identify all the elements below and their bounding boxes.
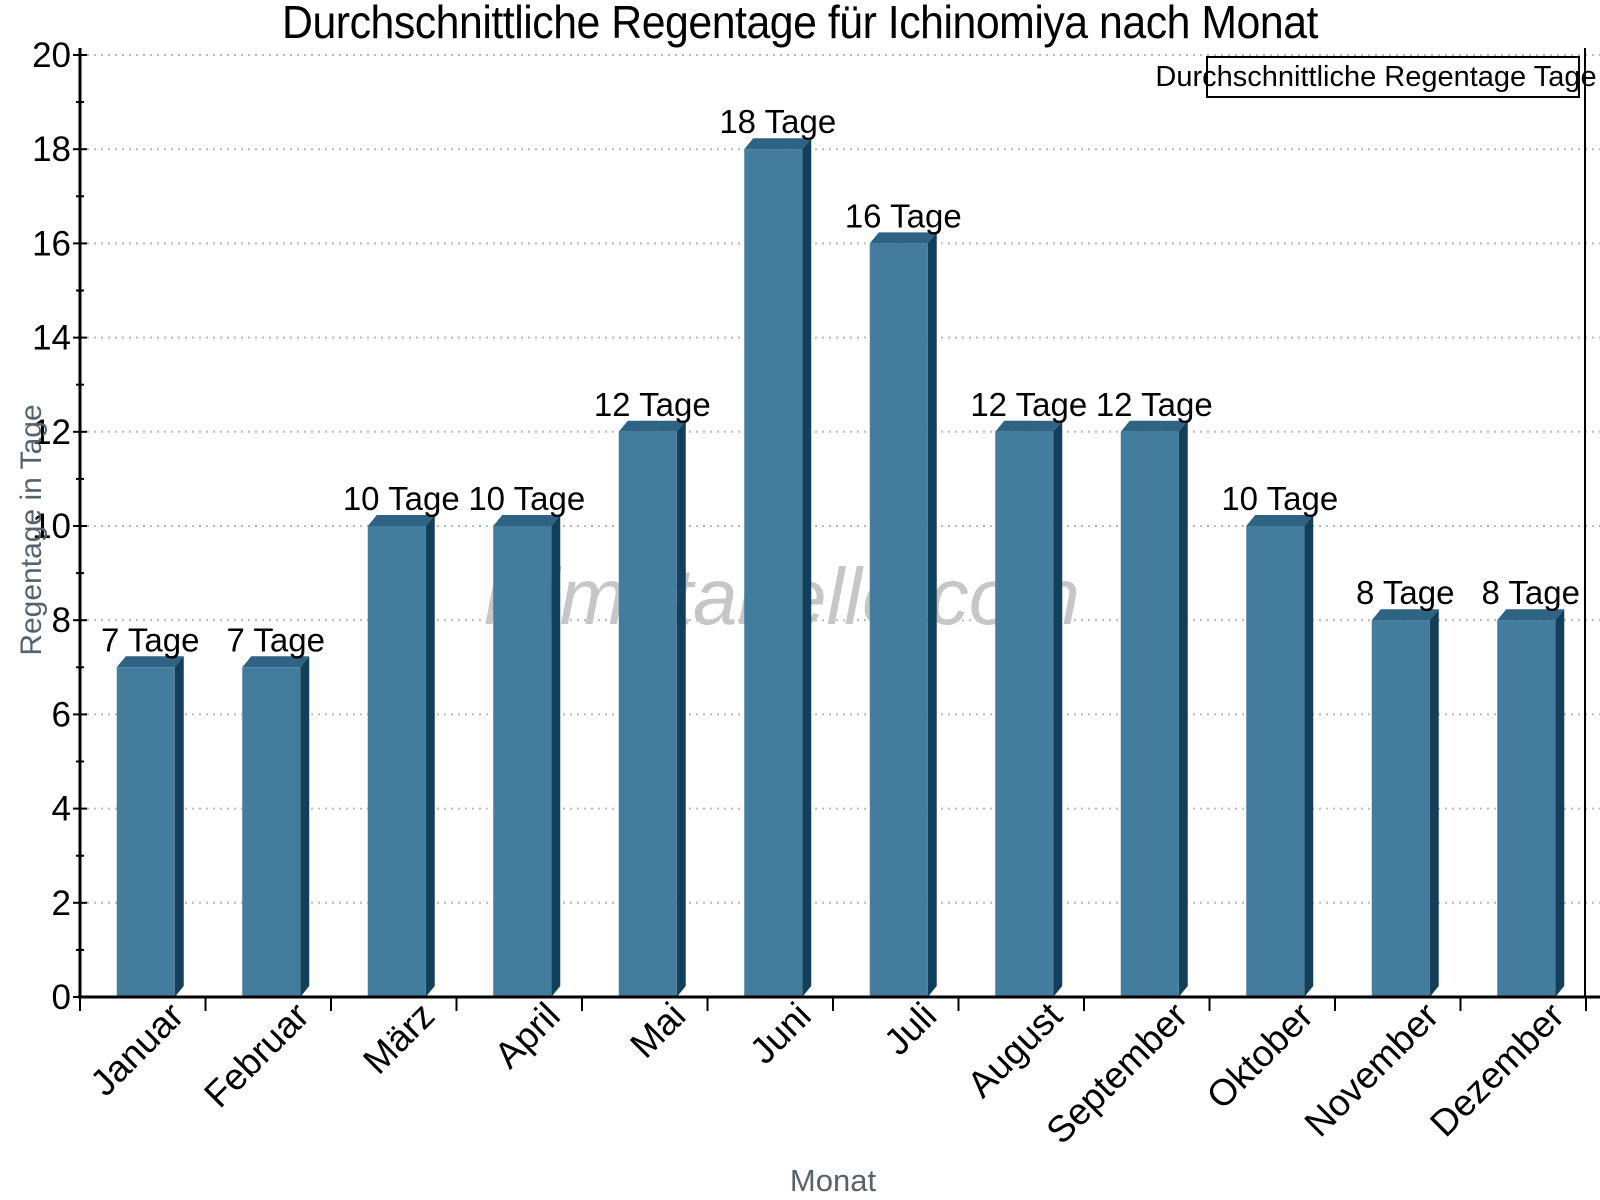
bar-value-label-Dezember: 8 Tage — [1482, 574, 1580, 611]
bar-value-label-Juni: 18 Tage — [719, 103, 836, 140]
bar-value-label-März: 10 Tage — [343, 480, 460, 517]
bar-side-face-November — [1429, 609, 1439, 997]
bar-August — [995, 431, 1054, 997]
x-tick-label-Februar: Februar — [196, 995, 317, 1116]
y-tick-label: 20 — [32, 36, 71, 75]
bar-side-face-Dezember — [1555, 609, 1565, 997]
bar-value-label-November: 8 Tage — [1356, 574, 1454, 611]
bar-top-face-Juli — [869, 232, 937, 244]
y-axis-title: Regentage in Tage — [15, 404, 48, 656]
bar-side-face-Juni — [802, 138, 812, 997]
bar-value-label-August: 12 Tage — [970, 386, 1087, 423]
bar-side-face-Oktober — [1304, 515, 1314, 997]
bar-top-face-Februar — [242, 656, 310, 668]
legend-label: Durchschnittliche Regentage Tage — [1155, 60, 1597, 93]
bar-top-face-September — [1120, 420, 1188, 432]
x-tick-label-Mai: Mai — [622, 995, 693, 1066]
bar-top-face-Januar — [116, 656, 184, 668]
bar-Juli — [869, 243, 928, 997]
bar-value-label-September: 12 Tage — [1096, 386, 1213, 423]
x-tick-label-Januar: Januar — [82, 995, 191, 1104]
y-tick-label: 10 — [32, 507, 71, 546]
y-tick-label: 12 — [32, 413, 71, 452]
bar-side-face-April — [551, 515, 561, 997]
bar-Januar — [116, 667, 175, 997]
x-tick-label-März: März — [355, 995, 442, 1082]
y-tick-label: 0 — [52, 978, 71, 1017]
bar-top-face-Dezember — [1497, 609, 1565, 621]
y-tick-label: 18 — [32, 130, 71, 169]
bar-Dezember — [1497, 620, 1556, 997]
bar-value-label-Februar: 7 Tage — [227, 621, 325, 658]
y-tick-label: 2 — [52, 884, 71, 923]
bar-März — [367, 526, 426, 997]
bar-November — [1371, 620, 1430, 997]
bar-side-face-März — [425, 515, 435, 997]
bar-top-face-November — [1371, 609, 1439, 621]
y-tick-label: 14 — [32, 319, 71, 358]
bar-top-face-März — [367, 515, 435, 526]
bar-value-label-Juli: 16 Tage — [845, 197, 962, 234]
bar-April — [493, 526, 552, 997]
legend: Durchschnittliche Regentage Tage — [1155, 56, 1597, 98]
bar-value-label-Oktober: 10 Tage — [1221, 480, 1338, 517]
bar-Februar — [242, 667, 301, 997]
x-tick-label-November: November — [1297, 995, 1447, 1145]
y-tick-label: 4 — [52, 790, 71, 829]
x-axis-title: Monat — [789, 1163, 877, 1198]
bar-Oktober — [1246, 526, 1305, 997]
bar-top-face-Juni — [744, 138, 812, 150]
bar-value-label-April: 10 Tage — [468, 480, 585, 517]
x-tick-label-Juli: Juli — [876, 995, 944, 1063]
x-tick-label-August: August — [959, 994, 1070, 1105]
x-tick-label-Oktober: Oktober — [1199, 995, 1321, 1117]
bar-Juni — [744, 149, 803, 997]
bar-top-face-April — [493, 515, 561, 526]
y-tick-label: 16 — [32, 224, 71, 263]
bar-value-label-Januar: 7 Tage — [101, 621, 199, 658]
x-tick-label-April: April — [487, 995, 568, 1076]
x-tick-label-Dezember: Dezember — [1422, 995, 1572, 1145]
bar-side-face-Februar — [300, 656, 310, 997]
y-tick-label: 8 — [52, 601, 71, 640]
bar-side-face-Mai — [676, 420, 686, 997]
bar-September — [1120, 431, 1179, 997]
chart-title: Durchschnittliche Regentage für Ichinomi… — [282, 0, 1318, 48]
bar-side-face-Januar — [174, 656, 184, 997]
bar-top-face-Oktober — [1246, 515, 1314, 526]
bar-top-face-August — [995, 420, 1063, 432]
bar-side-face-September — [1178, 420, 1188, 997]
bar-top-face-Mai — [618, 420, 686, 432]
bar-side-face-August — [1053, 420, 1063, 997]
bar-side-face-Juli — [927, 232, 937, 997]
bar-value-label-Mai: 12 Tage — [594, 386, 711, 423]
x-tick-label-Juni: Juni — [742, 995, 819, 1072]
bar-Mai — [618, 431, 677, 997]
y-tick-label: 6 — [52, 695, 71, 734]
